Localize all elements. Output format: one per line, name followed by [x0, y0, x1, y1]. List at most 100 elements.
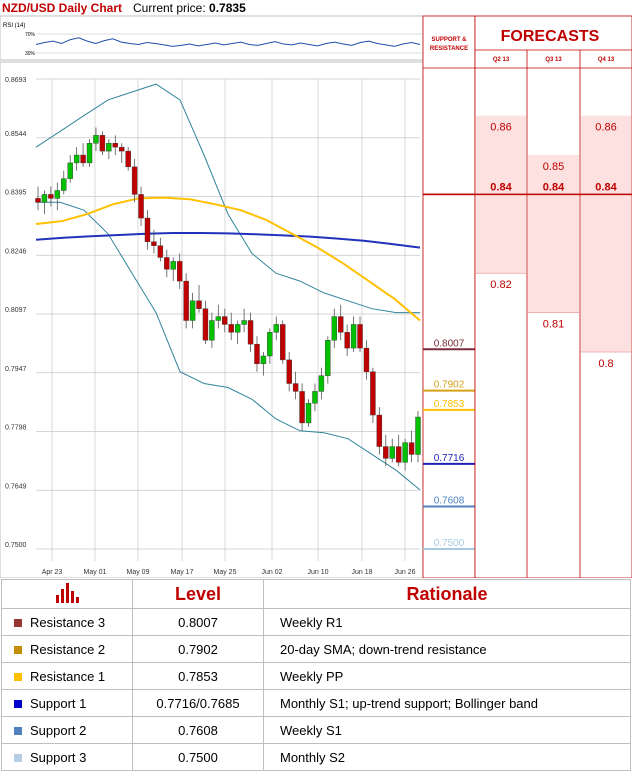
y-tick-label: 0.8395 — [5, 190, 27, 197]
price-panel: 0.8693 0.8544 0.8395 0.8246 0.8097 0.7947 0.77… — [0, 61, 424, 578]
candle-body — [395, 446, 402, 463]
levels-icon-cell — [1, 579, 133, 609]
level-rationale: Monthly S2 — [263, 743, 631, 771]
sma-50-line — [35, 196, 421, 322]
gridlines — [36, 78, 420, 561]
chart-header: NZD/USD Daily Chart Current price: 0.783… — [0, 0, 420, 16]
support-resistance-label-1: SUPPORT & — [431, 37, 467, 43]
y-tick-label: 0.8693 — [5, 77, 27, 84]
x-tick-label: May 09 — [127, 569, 150, 576]
level-value: 0.7716/0.7685 — [132, 689, 264, 717]
candle-body — [112, 143, 118, 148]
candle-body — [260, 355, 267, 365]
y-tick-labels: 0.8693 0.8544 0.8395 0.8246 0.8097 0.7947 0.77… — [5, 77, 27, 549]
candle-body — [215, 316, 222, 321]
candle-body — [202, 308, 209, 341]
x-tick-label: May 01 — [84, 569, 107, 576]
forecast-quarter-label: Q3 13 — [545, 57, 562, 63]
candle-body — [370, 371, 376, 416]
level-marker-label: 0.7853 — [434, 399, 465, 410]
sma-200-line — [35, 232, 421, 249]
candle-body — [209, 320, 215, 341]
candle-body — [402, 442, 408, 463]
candle-body — [228, 324, 234, 333]
level-rationale: Monthly S1; up-trend support; Bollinger … — [263, 689, 631, 717]
candle-body — [338, 316, 344, 333]
level-name-cell: Support 2 — [1, 716, 133, 744]
candle-body — [376, 414, 383, 447]
x-tick-label: Jun 10 — [307, 569, 328, 576]
y-tick-label: 0.7947 — [5, 366, 27, 373]
forecast-value: 0.84 — [595, 181, 617, 193]
candle-body — [292, 383, 299, 392]
candle-body — [73, 154, 80, 164]
candle-body — [254, 343, 260, 365]
forecast-value: 0.84 — [490, 181, 512, 193]
level-header: Level — [132, 579, 264, 609]
candle-body — [41, 194, 48, 203]
level-marker-label: 0.7716 — [434, 453, 465, 464]
level-swatch — [14, 619, 22, 628]
level-row: Support 1 0.7716/0.7685 Monthly S1; up-tre… — [1, 689, 631, 717]
candle-body — [35, 198, 41, 203]
chart-svg: RSI (14) 70% 30% 0.8693 0.8544 0.8395 0.824… — [0, 15, 632, 578]
candle-body — [61, 178, 67, 191]
level-swatch — [14, 646, 22, 655]
level-name: Resistance 2 — [30, 641, 106, 657]
level-name-cell: Resistance 2 — [1, 635, 133, 663]
candle-body — [357, 324, 363, 349]
candle-body — [408, 442, 415, 455]
rsi-line — [35, 37, 421, 47]
rsi-level-70: 70% — [25, 32, 36, 38]
forecasts-panel: FORECASTS Q2 13 0.86 0.84 0.82 Q3 13 0.85 0.84… — [423, 15, 632, 578]
level-rationale: Weekly S1 — [263, 716, 631, 744]
support-resistance-label-2: RESISTANCE — [430, 46, 468, 52]
level-name: Resistance 1 — [30, 668, 106, 684]
y-tick-label: 0.8544 — [5, 131, 27, 138]
y-tick-label: 0.7649 — [5, 483, 27, 490]
level-swatch — [14, 754, 22, 763]
forecast-value: 0.84 — [543, 181, 565, 193]
level-name: Support 1 — [30, 695, 87, 711]
x-tick-label: Apr 23 — [42, 569, 63, 576]
candle-body — [183, 280, 189, 321]
candle-body — [299, 391, 305, 424]
candle-body — [312, 391, 318, 404]
candle-body — [189, 300, 196, 321]
y-tick-label: 0.7500 — [5, 542, 27, 549]
candle-body — [267, 332, 273, 357]
level-value: 0.7902 — [132, 635, 264, 663]
level-name: Support 3 — [30, 749, 87, 765]
level-name: Resistance 3 — [30, 614, 106, 630]
level-name-cell: Resistance 3 — [1, 608, 133, 636]
candle-body — [415, 416, 421, 455]
candle-body — [131, 166, 138, 195]
level-name-cell: Resistance 1 — [1, 662, 133, 690]
candle-body — [389, 446, 395, 459]
level-column: SUPPORT & RESISTANCE 0.8007 0.7902 0.7853 0… — [422, 15, 476, 578]
bollinger-lower — [36, 201, 421, 491]
forecast-value: 0.8 — [598, 358, 613, 370]
candle-body — [325, 339, 331, 376]
level-value: 0.7608 — [132, 716, 264, 744]
level-marker-label: 0.8007 — [434, 338, 465, 349]
x-tick-label: Jun 18 — [351, 569, 372, 576]
candle-body — [363, 347, 370, 372]
candle-body — [234, 324, 241, 333]
rsi-label: RSI (14) — [3, 23, 25, 29]
candle-body — [280, 324, 286, 361]
candle-body — [125, 150, 131, 168]
x-tick-label: May 25 — [214, 569, 237, 576]
candle-body — [286, 359, 292, 384]
level-name: Support 2 — [30, 722, 87, 738]
forecast-range — [581, 115, 631, 353]
y-tick-label: 0.8246 — [5, 248, 27, 255]
y-tick-label: 0.7798 — [5, 425, 27, 432]
level-value: 0.7853 — [132, 662, 264, 690]
candle-body — [119, 146, 125, 152]
candle-body — [54, 190, 61, 199]
level-rationale: Weekly PP — [263, 662, 631, 690]
current-price: Current price: 0.7835 — [133, 1, 246, 15]
x-tick-label: Jun 26 — [394, 569, 415, 576]
x-tick-label: May 17 — [171, 569, 194, 576]
